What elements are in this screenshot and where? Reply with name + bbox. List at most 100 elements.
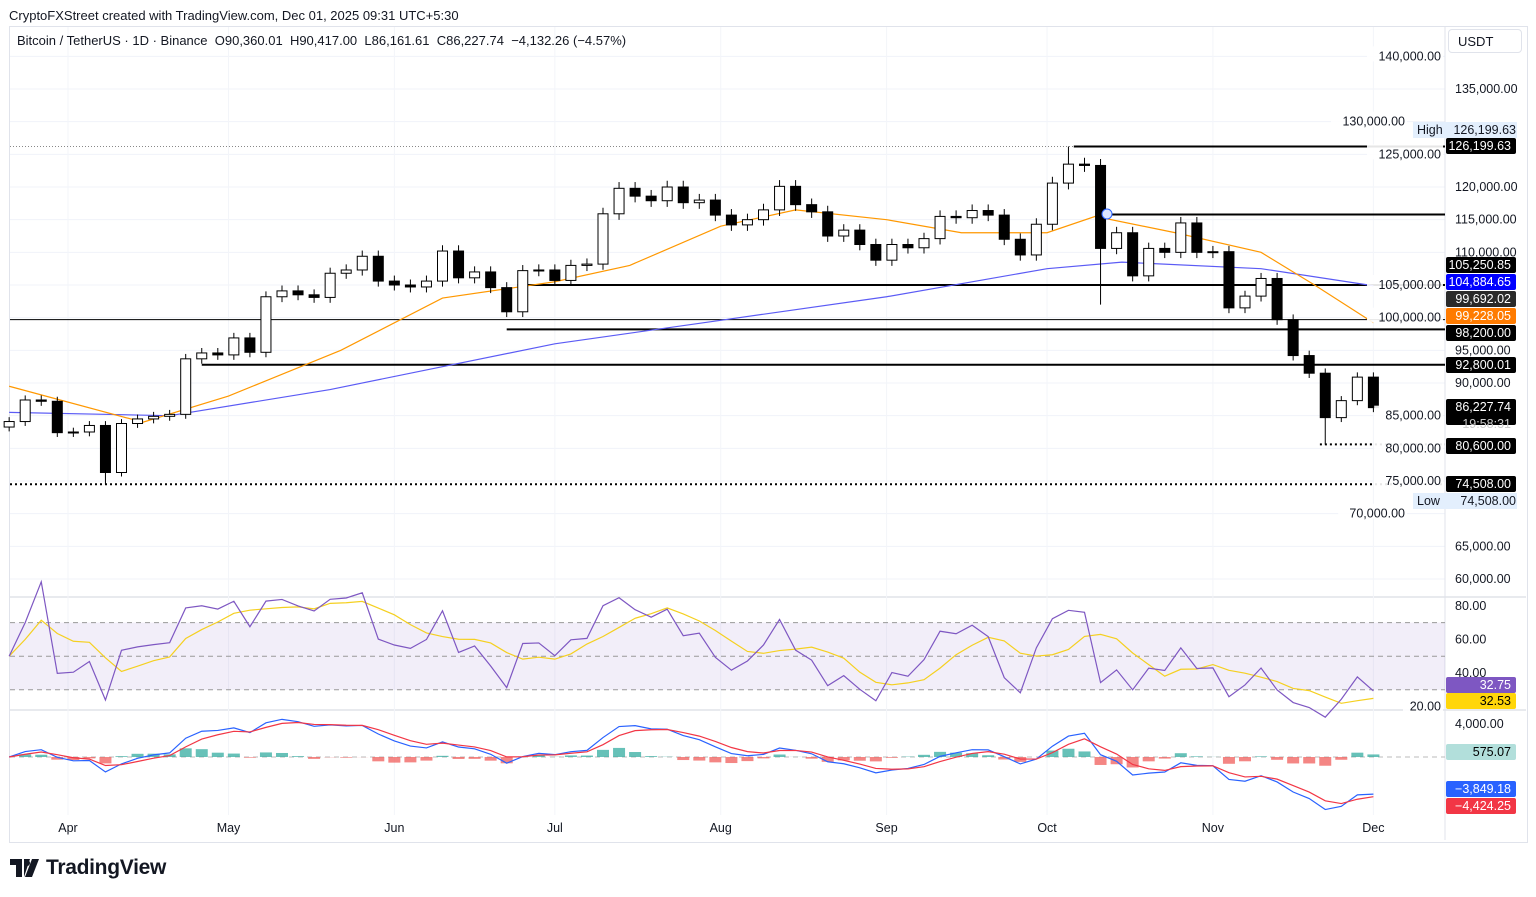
candle-body <box>388 280 400 286</box>
rsi-tick-label: 20.00 <box>1410 700 1441 714</box>
rsi-tick-label-bg <box>1403 696 1443 712</box>
macd-histogram-bar <box>1062 748 1075 757</box>
time-tick-label: Oct <box>1037 821 1057 835</box>
macd-histogram-bar <box>179 748 192 757</box>
candle-body <box>774 185 786 211</box>
price-tick-label: 80,000.00 <box>1385 441 1441 455</box>
macd-histogram-bar <box>821 757 834 762</box>
level-label-74508-text: 74,508.00 <box>1455 477 1511 491</box>
symbol-name[interactable]: Bitcoin / TetherUS · 1D · Binance <box>17 33 208 48</box>
macd-histogram-bar <box>934 751 947 757</box>
high-marker-value: 126,199.63 <box>1453 123 1516 137</box>
macd-histogram-label-text: 575.07 <box>1473 745 1511 759</box>
candle-body <box>99 424 111 474</box>
sma200-value-label-bg <box>1446 274 1516 290</box>
low-marker-bg <box>1413 493 1517 509</box>
alert-marker-icon <box>1101 208 1113 220</box>
macd-histogram-bar <box>1222 757 1235 764</box>
rsi-value-label-text: 32.75 <box>1480 678 1511 692</box>
macd-histogram-bar <box>468 757 481 759</box>
macd-histogram-bar <box>500 757 513 764</box>
candle-body <box>549 269 561 281</box>
chart-frame <box>9 26 1528 843</box>
candle-body <box>854 229 866 246</box>
level-label-92800-bg <box>1446 357 1516 373</box>
price-tick-label: 120,000.00 <box>1455 180 1518 194</box>
price-tick-label: 90,000.00 <box>1455 376 1511 390</box>
macd-line <box>8 718 1374 811</box>
price-tick-label: 65,000.00 <box>1455 539 1511 553</box>
candle-body <box>180 358 192 415</box>
candle-body <box>661 186 673 202</box>
macd-histogram-bar <box>1190 756 1203 757</box>
legend-open: O90,360.01 <box>214 33 283 48</box>
price-tick-label: 110,000.00 <box>1455 245 1517 259</box>
price-tick-label-bg <box>1367 275 1443 291</box>
macd-signal-label-text: −4,424.25 <box>1455 799 1511 813</box>
candle-body <box>902 244 914 249</box>
macd-histogram-bar <box>1255 756 1268 757</box>
candle-body <box>132 418 144 425</box>
macd-histogram-bar <box>1303 757 1316 764</box>
macd-histogram-bar <box>404 757 417 763</box>
candle-body <box>1030 223 1042 256</box>
macd-histogram-bar <box>388 757 401 763</box>
low-marker-tag: Low <box>1417 494 1441 508</box>
macd-histogram-bar <box>484 757 497 761</box>
currency-button[interactable]: USDT <box>1448 29 1522 53</box>
candle-body <box>148 415 160 420</box>
last-price-label-bg <box>1446 399 1516 425</box>
rsi-ma-value-label-bg <box>1446 693 1516 709</box>
candle-body <box>1351 376 1363 402</box>
macd-histogram-bar <box>452 757 465 759</box>
macd-histogram-bar <box>1078 751 1091 757</box>
macd-histogram-bar <box>131 753 144 757</box>
macd-histogram-bar <box>950 752 963 757</box>
candle-body <box>998 214 1010 240</box>
legend-close: C86,227.74 <box>436 33 504 48</box>
level-label-74508: 74,508.00 <box>1446 476 1516 492</box>
candle-body <box>918 238 930 249</box>
macd-histogram-bar <box>1271 757 1284 760</box>
candle-body <box>870 244 882 261</box>
candle-body <box>1127 232 1139 277</box>
price-tick-label: 130,000.00 <box>1342 115 1405 129</box>
sma50-value-label-text: 99,228.05 <box>1455 309 1511 323</box>
candle-body <box>3 421 15 428</box>
macd-tick-label: 4,000.00 <box>1455 717 1504 731</box>
candle-body <box>164 413 176 417</box>
level-label-99692: 99,692.02 <box>1446 291 1516 307</box>
price-tick-label: 105,000.00 <box>1378 278 1441 292</box>
candle-body <box>420 280 432 288</box>
price-tick-label-bg <box>1338 503 1407 519</box>
price-tick-label-bg <box>1374 405 1443 421</box>
macd-histogram-bar <box>564 755 577 757</box>
macd-value-label-bg <box>1446 781 1516 797</box>
macd-histogram-bar <box>1094 757 1107 765</box>
candle-body <box>950 215 962 219</box>
macd-histogram-bar <box>1287 757 1300 764</box>
candle-body <box>1014 238 1026 256</box>
candle-body <box>1223 251 1235 309</box>
candle-body <box>404 284 416 288</box>
level-label-92800-text: 92,800.01 <box>1455 358 1511 372</box>
macd-histogram-bar <box>885 757 898 758</box>
price-tick-label-bg <box>1374 470 1443 486</box>
time-tick-label: May <box>217 821 241 835</box>
candle-body <box>244 337 256 353</box>
candle-body <box>565 264 577 281</box>
sma50-value-label: 99,228.05 <box>1446 308 1516 324</box>
candle-body <box>501 287 513 313</box>
candle-body <box>934 215 946 240</box>
candle-body <box>613 187 625 215</box>
tradingview-logo[interactable]: TradingView <box>10 856 166 880</box>
macd-histogram-bar <box>340 757 353 758</box>
macd-histogram-bar <box>1158 757 1171 759</box>
high-marker-bg <box>1413 122 1517 138</box>
macd-histogram-bar <box>259 752 272 757</box>
candle-body <box>83 424 95 433</box>
macd-histogram-bar <box>693 757 706 761</box>
rsi-value-label-bg <box>1446 677 1516 693</box>
macd-histogram-bar <box>308 757 321 759</box>
